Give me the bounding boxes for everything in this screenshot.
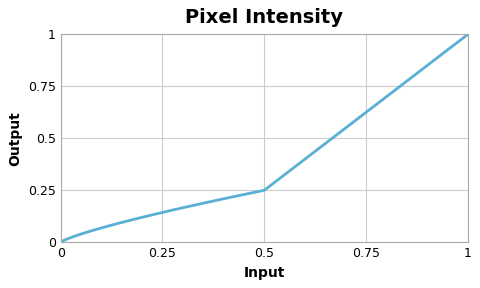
X-axis label: Input: Input bbox=[243, 266, 285, 280]
Y-axis label: Output: Output bbox=[8, 111, 23, 166]
Title: Pixel Intensity: Pixel Intensity bbox=[185, 8, 343, 27]
